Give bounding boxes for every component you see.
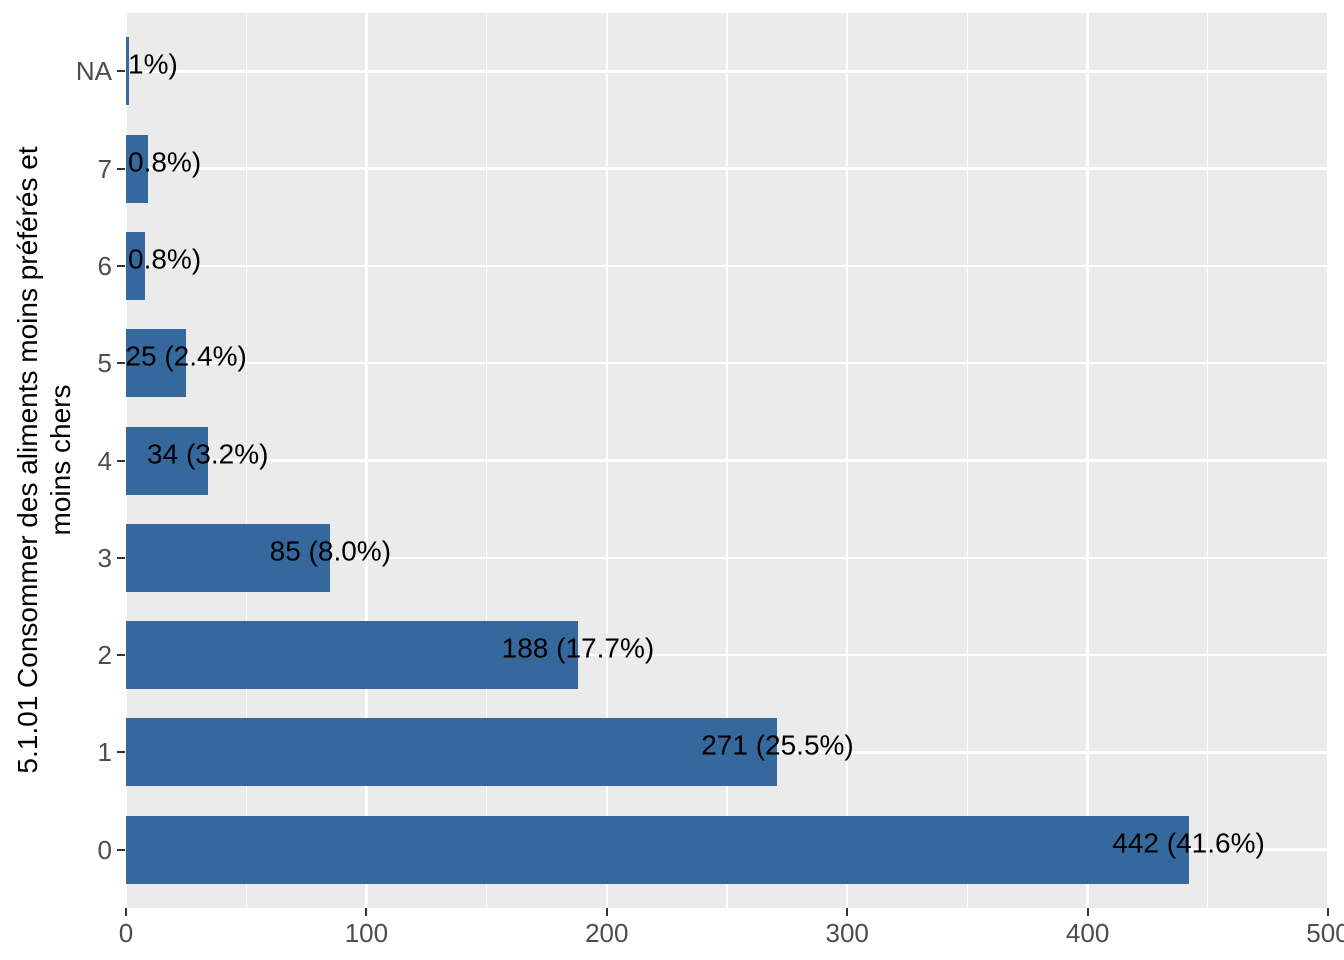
x-axis-tick [1327, 908, 1329, 916]
bar [126, 815, 1189, 884]
y-major-gridline [126, 167, 1328, 170]
y-axis-tick-label: 4 [97, 445, 112, 476]
bar [126, 134, 148, 203]
y-axis-tick-label: 6 [97, 250, 112, 281]
y-major-gridline [126, 264, 1328, 268]
x-axis-tick-label: 300 [825, 918, 869, 948]
y-major-gridline [126, 556, 1328, 559]
y-major-gridline [126, 70, 1328, 73]
bar [126, 621, 578, 690]
y-axis-tick [117, 362, 125, 365]
bar [126, 523, 331, 592]
bar-value-label: 85 (8.0%) [269, 535, 392, 567]
bar-value-label: 271 (25.5%) [701, 729, 854, 761]
y-axis-tick [117, 848, 125, 851]
bar [126, 329, 187, 398]
x-axis-tick-label: 500 [1306, 918, 1344, 948]
y-axis-tick-label: 0 [97, 834, 112, 865]
x-axis-tick [125, 908, 127, 916]
y-axis-tick-label: NA [75, 56, 112, 87]
bar-value-label: 0.8%) [128, 243, 202, 275]
x-axis-tick [365, 908, 368, 916]
x-axis-tick-label: 100 [344, 918, 389, 948]
y-axis-tick [117, 167, 125, 170]
x-axis-tick-label: 400 [1065, 918, 1110, 948]
y-axis-tick [117, 751, 125, 754]
bar-value-label: 188 (17.7%) [501, 632, 655, 664]
bar [126, 426, 208, 495]
x-axis-tick-label: 200 [585, 918, 629, 948]
y-axis-tick [117, 654, 125, 657]
bar-value-label: 1%) [128, 48, 178, 80]
bar [126, 37, 129, 106]
bar-value-label: 25 (2.4%) [126, 340, 247, 372]
y-axis-tick-label: 1 [97, 737, 112, 768]
y-axis-tick [117, 70, 125, 73]
y-axis-tick [117, 556, 125, 559]
bar-value-label: 442 (41.6%) [1112, 827, 1265, 859]
x-axis-tick [1086, 908, 1089, 916]
bar-value-label: 0.8%) [128, 146, 202, 178]
y-axis-tick-label: 7 [97, 153, 112, 184]
x-axis-tick-label: 0 [118, 918, 134, 948]
y-axis-tick-label: 3 [97, 542, 112, 573]
bar [126, 718, 778, 787]
y-axis-tick [117, 459, 125, 462]
x-axis-tick [605, 908, 608, 916]
y-major-gridline [126, 362, 1328, 365]
y-axis-tick-label: 5 [97, 348, 112, 379]
y-axis-tick-label: 2 [97, 640, 112, 671]
y-axis-tick [117, 264, 125, 267]
y-major-gridline [126, 459, 1328, 462]
plot-panel: 1%) 0.8%) 0.8%) 25 (2.4%) 34 (3.2%) 85 (8.0%)… [126, 13, 1328, 908]
bar [126, 231, 146, 300]
x-axis-tick [846, 908, 849, 916]
y-major-gridline [126, 653, 1328, 657]
bar-value-label: 34 (3.2%) [147, 438, 269, 469]
